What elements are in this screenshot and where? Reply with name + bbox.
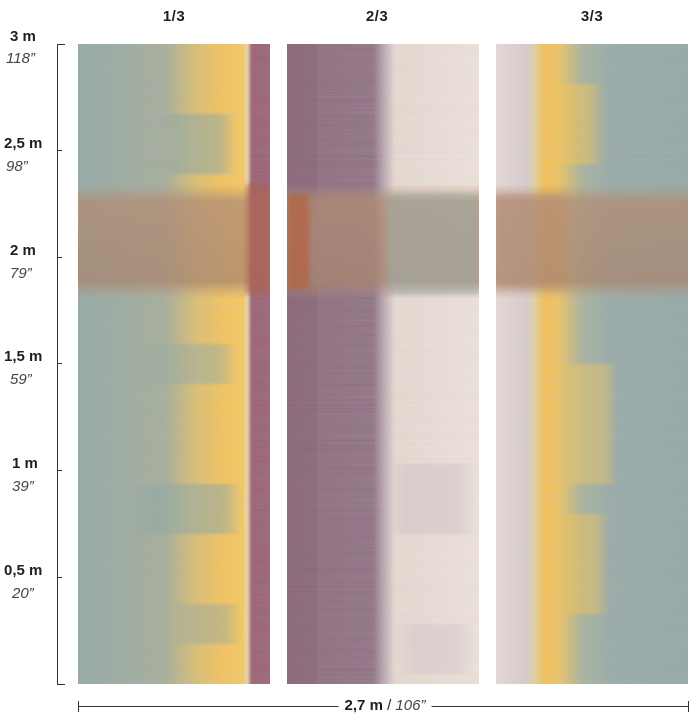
height-label-imperial: 79”: [10, 265, 32, 282]
panel-label-3: 3/3: [580, 8, 604, 25]
width-axis-tick-left: [78, 701, 79, 712]
height-label-metric: 3 m: [10, 28, 36, 45]
width-label-separator: /: [382, 697, 396, 714]
panel-label-2: 2/3: [365, 8, 389, 25]
height-label-imperial: 39”: [12, 478, 34, 495]
height-label-imperial: 98”: [6, 158, 28, 175]
height-axis: [57, 44, 58, 684]
height-label-metric: 2 m: [10, 242, 36, 259]
panel-label-1: 1/3: [162, 8, 186, 25]
height-label-imperial: 118”: [6, 50, 35, 67]
wallpaper-panel-3: [496, 44, 688, 684]
height-label-imperial: 20”: [12, 585, 34, 602]
height-label-metric: 1 m: [12, 455, 38, 472]
height-tick: [57, 577, 62, 578]
width-label-imperial: 106”: [395, 697, 426, 714]
wallpaper-panel-2: [287, 44, 479, 684]
height-axis-tick-bottom: [57, 684, 65, 685]
height-tick: [57, 150, 62, 151]
wallpaper-panel-1: [78, 44, 270, 684]
height-label-metric: 1,5 m: [4, 348, 43, 365]
width-label-metric: 2,7 m: [344, 697, 383, 714]
height-tick: [57, 44, 62, 45]
height-label-metric: 2,5 m: [4, 135, 43, 152]
height-tick: [57, 470, 62, 471]
height-tick: [57, 257, 62, 258]
width-label: 2,7 m / 106”: [338, 697, 432, 714]
height-tick: [57, 363, 62, 364]
height-label-imperial: 59”: [10, 371, 32, 388]
height-label-metric: 0,5 m: [4, 562, 43, 579]
width-axis-tick-right: [688, 701, 689, 712]
